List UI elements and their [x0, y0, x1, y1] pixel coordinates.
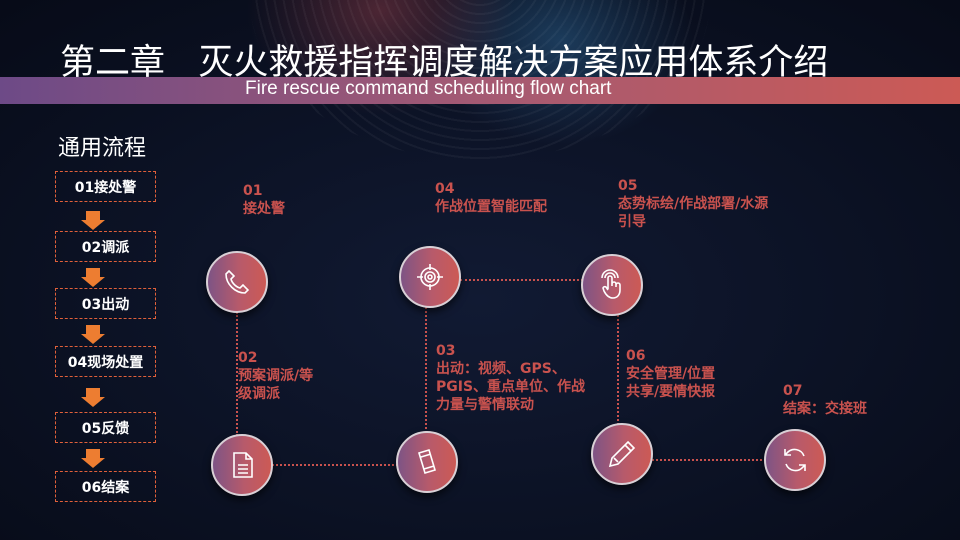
page-title: 第二章 灭火救援指挥调度解决方案应用体系介绍 [60, 43, 829, 83]
flow-label-03: 03 出动：视频、GPS、PGIS、重点单位、作战力量与警情联动 [436, 343, 586, 413]
flow-label-07: 07 结案：交接班 [783, 383, 867, 417]
mobile-icon [396, 431, 458, 493]
connector-line [236, 312, 238, 436]
step-box: 02调派 [55, 231, 156, 262]
document-icon [211, 434, 273, 496]
step-box: 04现场处置 [55, 346, 156, 377]
flow-label-04: 04 作战位置智能匹配 [435, 181, 547, 215]
phone-icon [206, 251, 268, 313]
title-band [0, 77, 960, 104]
refresh-icon [764, 429, 826, 491]
flow-label-06: 06 安全管理/位置共享/要情快报 [626, 348, 716, 400]
hand-touch-icon [581, 254, 643, 316]
connector-line [617, 315, 619, 425]
section-title: 通用流程 [58, 136, 147, 161]
connector-line [425, 307, 427, 433]
step-box: 06结案 [55, 471, 156, 502]
pencil-icon [591, 423, 653, 485]
step-box: 05反馈 [55, 412, 156, 443]
connector-line [272, 464, 398, 466]
flow-label-05: 05 态势标绘/作战部署/水源引导 [618, 178, 769, 230]
flow-label-01: 01 接处警 [243, 183, 285, 217]
step-box: 01接处警 [55, 171, 156, 202]
connector-line [652, 459, 766, 461]
step-box: 03出动 [55, 288, 156, 319]
connector-line [460, 279, 583, 281]
flow-label-02: 02 预案调派/等级调派 [238, 350, 314, 402]
target-icon [399, 246, 461, 308]
page-subtitle: Fire rescue command scheduling flow char… [245, 78, 612, 99]
